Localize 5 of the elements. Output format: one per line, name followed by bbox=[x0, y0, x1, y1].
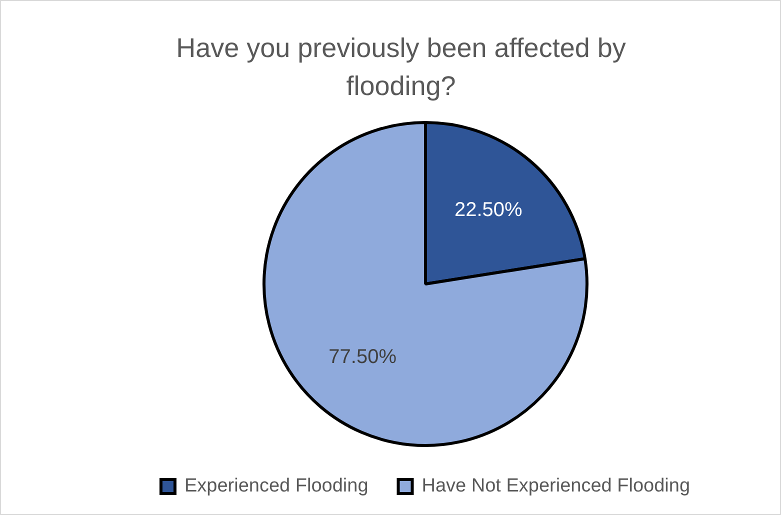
data-label: 22.50% bbox=[454, 198, 523, 221]
legend-label: Experienced Flooding bbox=[184, 476, 368, 497]
legend-label: Have Not Experienced Flooding bbox=[422, 476, 690, 497]
chart-title: Have you previously been affected by flooding? bbox=[175, 32, 627, 103]
data-label: 77.50% bbox=[328, 346, 397, 368]
